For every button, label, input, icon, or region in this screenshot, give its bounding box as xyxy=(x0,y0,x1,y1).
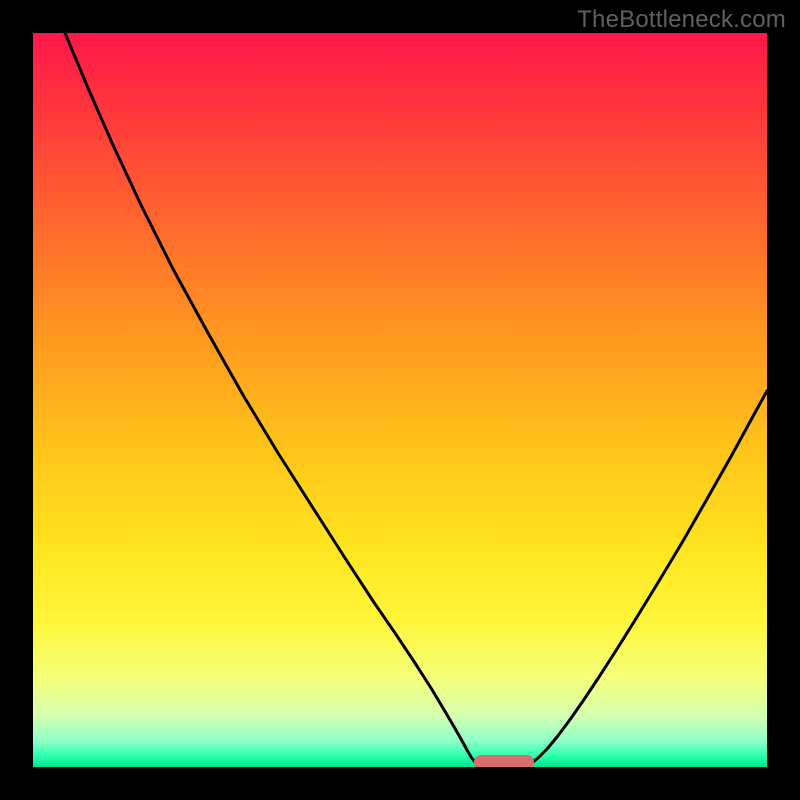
optimal-zone-marker xyxy=(474,755,534,767)
watermark-text: TheBottleneck.com xyxy=(577,6,786,34)
bottleneck-curve-chart xyxy=(33,33,767,767)
chart-frame: TheBottleneck.com xyxy=(0,0,800,800)
plot-area xyxy=(33,33,767,767)
chart-background xyxy=(33,33,767,767)
